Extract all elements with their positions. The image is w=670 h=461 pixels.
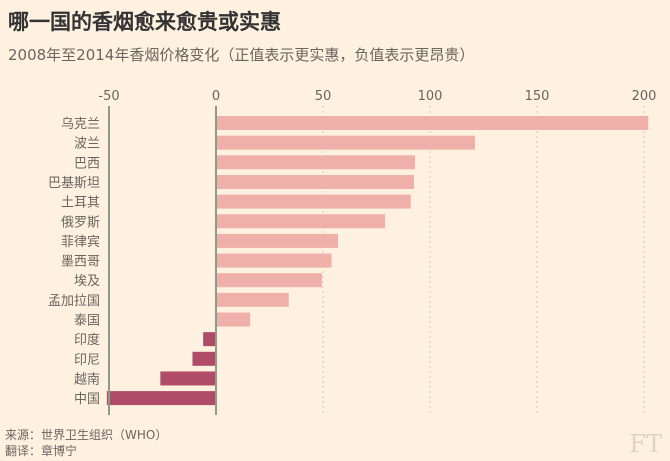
bar — [106, 391, 216, 406]
category-label: 波兰 — [74, 137, 100, 152]
source-note: 来源：世界卫生组织（WHO） — [5, 428, 168, 442]
category-label: 俄罗斯 — [61, 215, 100, 230]
category-label: 墨西哥 — [61, 255, 100, 270]
bar — [216, 135, 475, 150]
bar — [203, 332, 216, 347]
x-tick-label: 200 — [632, 89, 657, 104]
translator-note: 翻译：章博宁 — [5, 444, 78, 458]
bar — [216, 194, 411, 209]
x-tick-label: 150 — [525, 89, 550, 104]
bar — [216, 312, 251, 327]
category-label: 印度 — [74, 332, 100, 348]
bar — [216, 292, 289, 307]
category-label: 巴西 — [74, 156, 100, 171]
bar — [216, 233, 338, 248]
category-label: 埃及 — [74, 274, 100, 289]
bar — [216, 273, 322, 288]
bar — [216, 253, 332, 268]
bar — [192, 351, 216, 366]
category-label: 土耳其 — [61, 196, 100, 211]
x-tick-label: -50 — [98, 89, 119, 104]
x-tick-label: 100 — [418, 89, 443, 104]
category-label: 越南 — [74, 371, 100, 387]
bar — [216, 155, 416, 170]
x-tick-label: 0 — [212, 89, 220, 104]
bar — [160, 371, 216, 386]
x-tick-label: 50 — [315, 89, 332, 104]
category-label: 菲律宾 — [61, 234, 100, 250]
bar — [216, 174, 414, 189]
category-label: 巴基斯坦 — [48, 176, 100, 191]
category-label: 乌克兰 — [61, 116, 100, 132]
ft-logo: FT — [629, 430, 662, 458]
category-label: 印尼 — [74, 353, 100, 368]
category-label: 孟加拉国 — [48, 294, 100, 309]
category-label: 泰国 — [74, 314, 100, 329]
category-label: 中国 — [74, 392, 100, 407]
bar — [216, 214, 386, 229]
chart-title: 哪一国的香烟愈来愈贵或实惠 — [8, 10, 281, 34]
bar — [216, 116, 649, 130]
chart-subtitle: 2008年至2014年香烟价格变化（正值表示更实惠，负值表示更昂贵） — [8, 46, 475, 64]
